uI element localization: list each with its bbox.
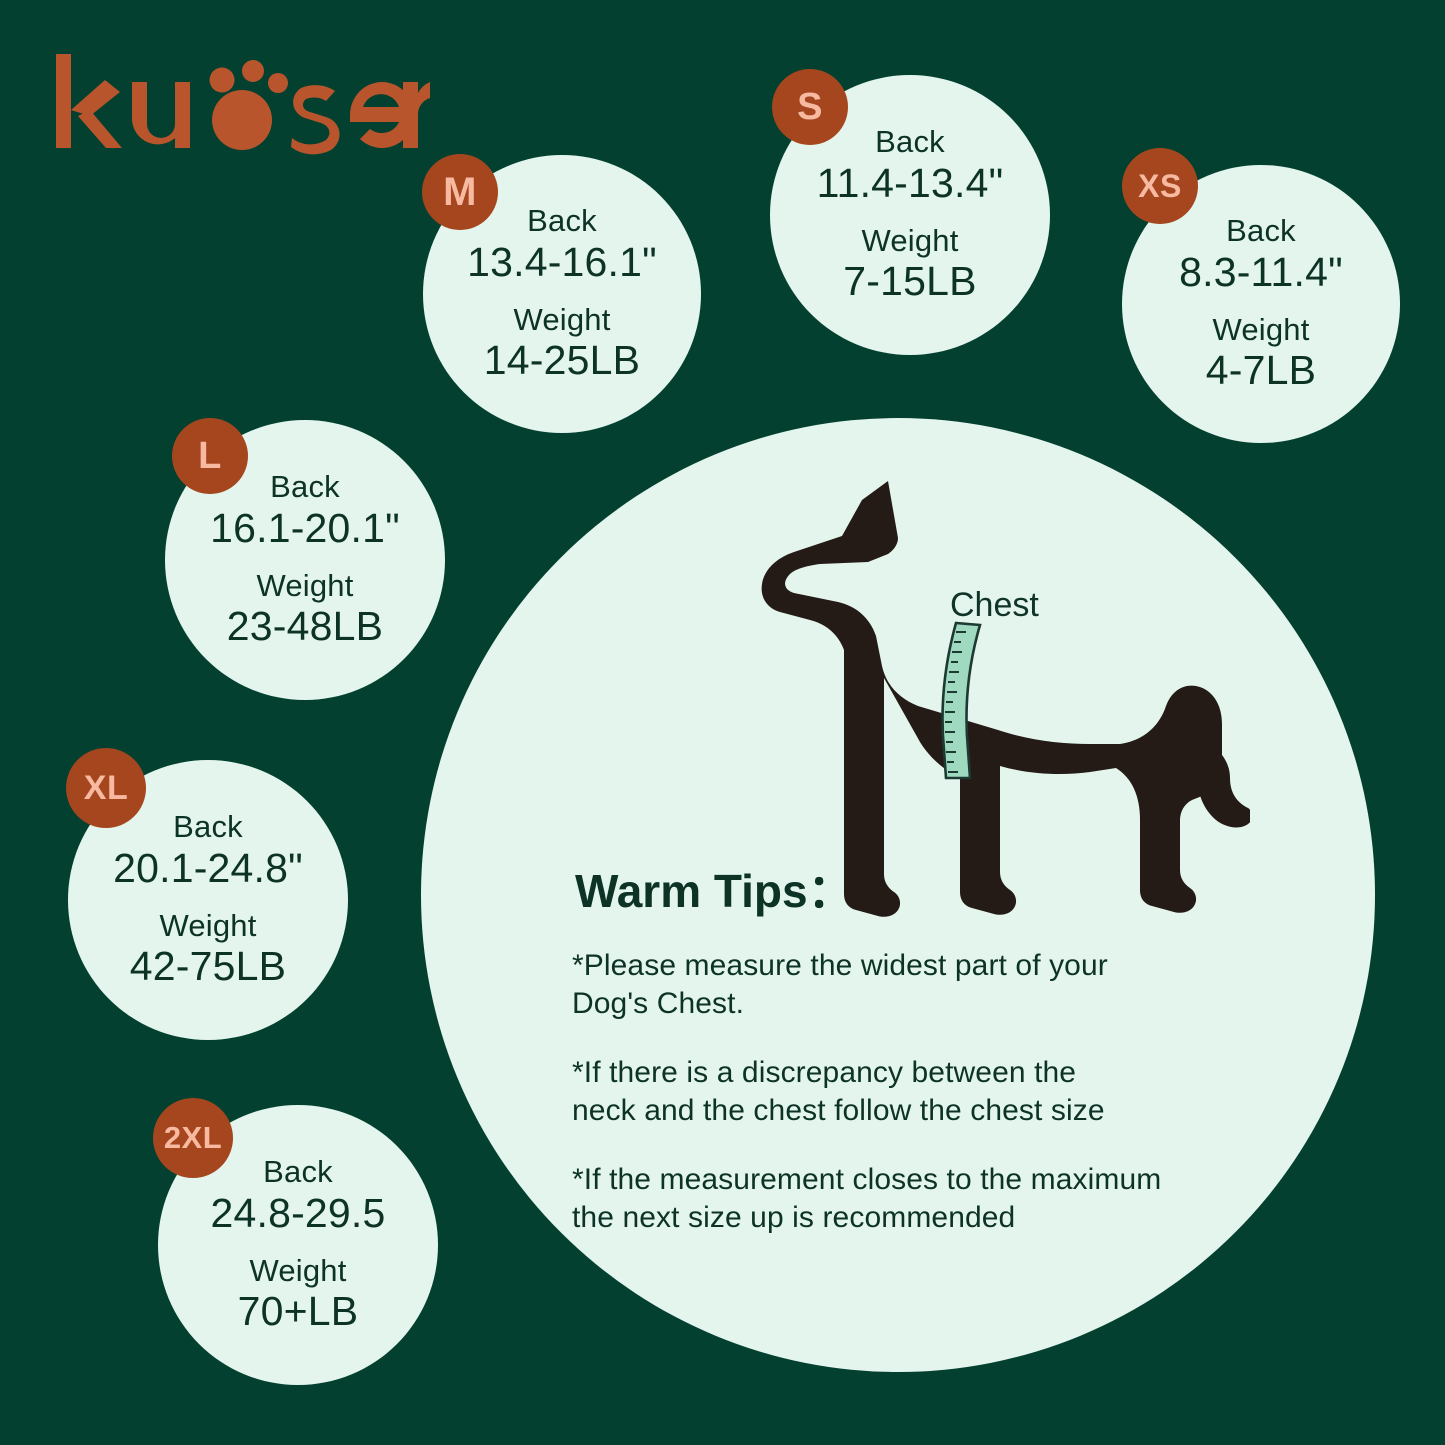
weight-value: 4-7LB [1205,347,1317,394]
weight-value: 70+LB [237,1288,359,1335]
back-value: 8.3-11.4" [1179,248,1343,295]
size-badge-m[interactable]: M [422,154,498,230]
weight-label: Weight [249,1252,347,1288]
back-label: Back [875,123,945,159]
back-label: Back [263,1153,333,1189]
back-value: 13.4-16.1" [467,238,657,285]
weight-value: 7-15LB [843,258,977,305]
weight-value: 14-25LB [483,337,641,384]
size-badge-xl[interactable]: XL [66,748,146,828]
size-bubble-xs[interactable]: Back 8.3-11.4" Weight 4-7LB [1122,165,1400,443]
warm-tips-title: Warm Tips： [575,865,854,917]
warm-tip-item: *If there is a discrepancy between the n… [572,1055,1105,1128]
weight-label: Weight [861,222,959,258]
size-badge-s[interactable]: S [772,69,848,145]
warm-tips-block: Warm Tips： *Please measure the widest pa… [572,855,1302,1237]
size-badge-l[interactable]: L [172,418,248,494]
size-bubble-s[interactable]: Back 11.4-13.4" Weight 7-15LB [770,75,1050,355]
weight-value: 23-48LB [226,603,384,650]
size-badge-xs[interactable]: XS [1122,148,1198,224]
weight-label: Weight [513,301,611,337]
back-value: 11.4-13.4" [816,159,1004,206]
back-label: Back [1226,212,1296,248]
weight-label: Weight [256,567,354,603]
back-label: Back [173,808,243,844]
warm-tip-item: *Please measure the widest part of your … [572,949,1108,1021]
weight-label: Weight [1212,311,1310,347]
weight-label: Weight [159,907,257,943]
back-value: 20.1-24.8" [113,844,303,891]
weight-value: 42-75LB [129,943,287,990]
back-value: 24.8-29.5 [210,1189,386,1236]
back-label: Back [527,202,597,238]
back-label: Back [270,468,340,504]
chest-label: Chest [950,586,1039,624]
size-badge-2xl[interactable]: 2XL [153,1098,233,1178]
brand-logo [50,52,430,162]
measuring-tape-icon [941,621,982,780]
main-info-circle [421,418,1375,1372]
dog-silhouette-icon [760,478,1253,918]
back-value: 16.1-20.1" [210,504,400,551]
warm-tip-item: *If the measurement closes to the maximu… [572,1162,1162,1234]
